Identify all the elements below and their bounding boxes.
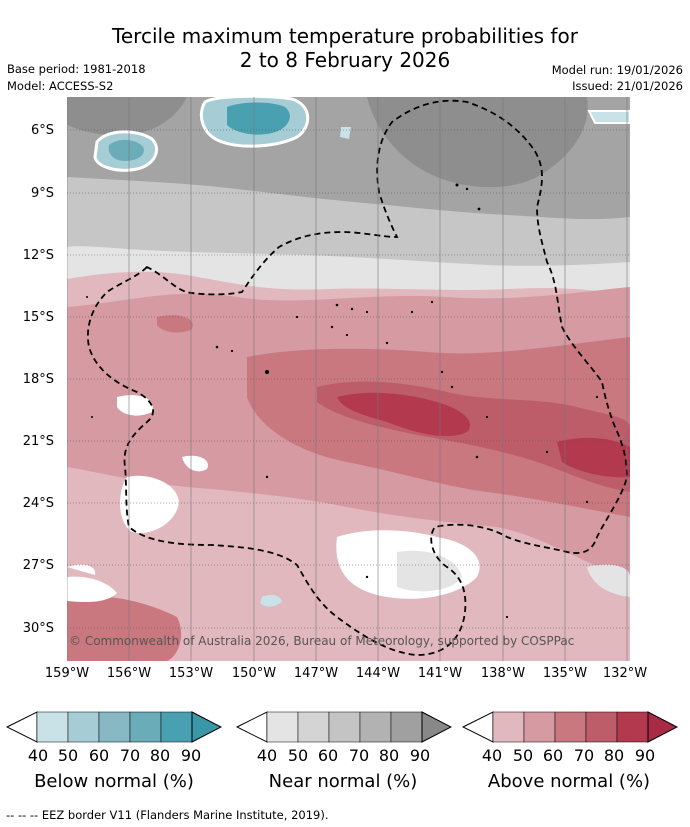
cbar-near-min-arrow: [236, 711, 268, 743]
cbar-above-bin: [523, 711, 556, 743]
cbar-tick: 90: [409, 746, 431, 765]
lat-label: 24°S: [22, 496, 54, 511]
probability-map: [67, 97, 630, 661]
lon-label: 147°W: [293, 666, 339, 681]
lat-label: 27°S: [22, 558, 54, 573]
cbar-below-bin: [98, 711, 131, 743]
cbar-tick: 80: [603, 746, 625, 765]
meridians: [67, 97, 628, 661]
cbar-near-bin: [297, 711, 330, 743]
cbar-below-bin: [36, 711, 69, 743]
near-normal-region-darkest: [367, 97, 588, 188]
below-normal-pocket-1-core: [227, 102, 290, 135]
above-normal-label: Above normal (%): [487, 771, 651, 792]
lon-label: 132°W: [602, 666, 648, 681]
cbar-tick: 40: [256, 746, 278, 765]
base-period: Base period: 1981-2018: [7, 62, 146, 76]
cbar-below-bin: [67, 711, 100, 743]
cbar-tick: 50: [57, 746, 79, 765]
islands: [86, 183, 599, 619]
white-patch-1-grey: [397, 550, 462, 592]
cbar-tick: 90: [180, 746, 202, 765]
map-title-line-1: Tercile maximum temperature probabilitie…: [112, 24, 578, 48]
lat-label: 30°S: [22, 621, 54, 636]
eez-border: [87, 99, 628, 656]
above-normal-region-90: [337, 392, 471, 437]
eez-border-note: -- -- -- EEZ border V11 (Flanders Marine…: [6, 808, 329, 822]
cbar-tick: 70: [573, 746, 595, 765]
white-patch-2: [120, 475, 179, 533]
cbar-below-max-arrow: [191, 711, 222, 743]
cbar-above-bin: [492, 711, 525, 743]
lon-label: 144°W: [355, 666, 401, 681]
cbar-tick: 60: [88, 746, 110, 765]
lon-label: 153°W: [168, 666, 214, 681]
cbar-tick: 40: [27, 746, 49, 765]
lon-label: 150°W: [231, 666, 277, 681]
cbar-above-bin: [585, 711, 618, 743]
near-normal-region-darkest-2: [67, 97, 187, 136]
cbar-near-bin: [359, 711, 392, 743]
cbar-tick: 70: [119, 746, 141, 765]
copyright-notice: © Commonwealth of Australia 2026, Bureau…: [69, 634, 575, 648]
map-title-line-2: 2 to 8 February 2026: [239, 48, 451, 72]
cbar-tick: 70: [348, 746, 370, 765]
below-normal-pocket-3: [340, 127, 351, 139]
cbar-tick: 50: [512, 746, 534, 765]
lat-label: 9°S: [30, 186, 54, 201]
lon-label: 159°W: [44, 666, 90, 681]
white-patch-4: [117, 395, 153, 416]
cbar-tick: 60: [317, 746, 339, 765]
cbar-near-max-arrow: [421, 711, 452, 743]
cbar-near-bin: [328, 711, 361, 743]
white-patch-6: [587, 564, 630, 597]
lat-label: 6°S: [30, 123, 54, 138]
cbar-tick: 80: [149, 746, 171, 765]
lat-label: 12°S: [22, 248, 54, 263]
below-normal-pocket-5: [260, 594, 282, 607]
above-normal-region-90-b: [557, 437, 630, 478]
model-run-date: Model run: 19/01/2026: [551, 63, 683, 77]
above-normal-region-sw-patch: [157, 315, 193, 333]
cbar-tick: 60: [542, 746, 564, 765]
cbar-near-bin: [390, 711, 423, 743]
cbar-tick: 40: [481, 746, 503, 765]
cbar-above-bin: [616, 711, 649, 743]
white-patch-7: [182, 455, 208, 472]
white-patch-3: [67, 576, 117, 603]
cbar-near-bin: [266, 711, 299, 743]
near-normal-colorbar: [236, 711, 452, 743]
cbar-above-min-arrow: [462, 711, 494, 743]
cbar-above-max-arrow: [647, 711, 678, 743]
lat-label: 15°S: [22, 310, 54, 325]
below-normal-pocket-2-core: [108, 139, 144, 161]
model-name: Model: ACCESS-S2: [7, 79, 114, 93]
lon-label: 138°W: [480, 666, 526, 681]
cbar-tick: 80: [378, 746, 400, 765]
issued-date: Issued: 21/01/2026: [572, 79, 683, 93]
near-normal-label: Near normal (%): [268, 771, 418, 792]
graticule: [67, 129, 630, 629]
above-normal-region-west: [67, 595, 182, 661]
lon-label: 135°W: [542, 666, 588, 681]
lon-label: 141°W: [417, 666, 463, 681]
lat-label: 18°S: [22, 372, 54, 387]
below-normal-label: Below normal (%): [34, 771, 194, 792]
cbar-below-min-arrow: [6, 711, 38, 743]
cbar-above-bin: [554, 711, 587, 743]
above-normal-colorbar: [462, 711, 678, 743]
below-normal-colorbar: [6, 711, 222, 743]
lon-label: 156°W: [106, 666, 152, 681]
cbar-below-bin: [129, 711, 162, 743]
cbar-tick: 50: [287, 746, 309, 765]
lat-label: 21°S: [22, 434, 54, 449]
cbar-below-bin: [160, 711, 193, 743]
white-patch-5: [67, 564, 96, 575]
below-normal-pocket-4: [587, 110, 630, 124]
cbar-tick: 90: [634, 746, 656, 765]
